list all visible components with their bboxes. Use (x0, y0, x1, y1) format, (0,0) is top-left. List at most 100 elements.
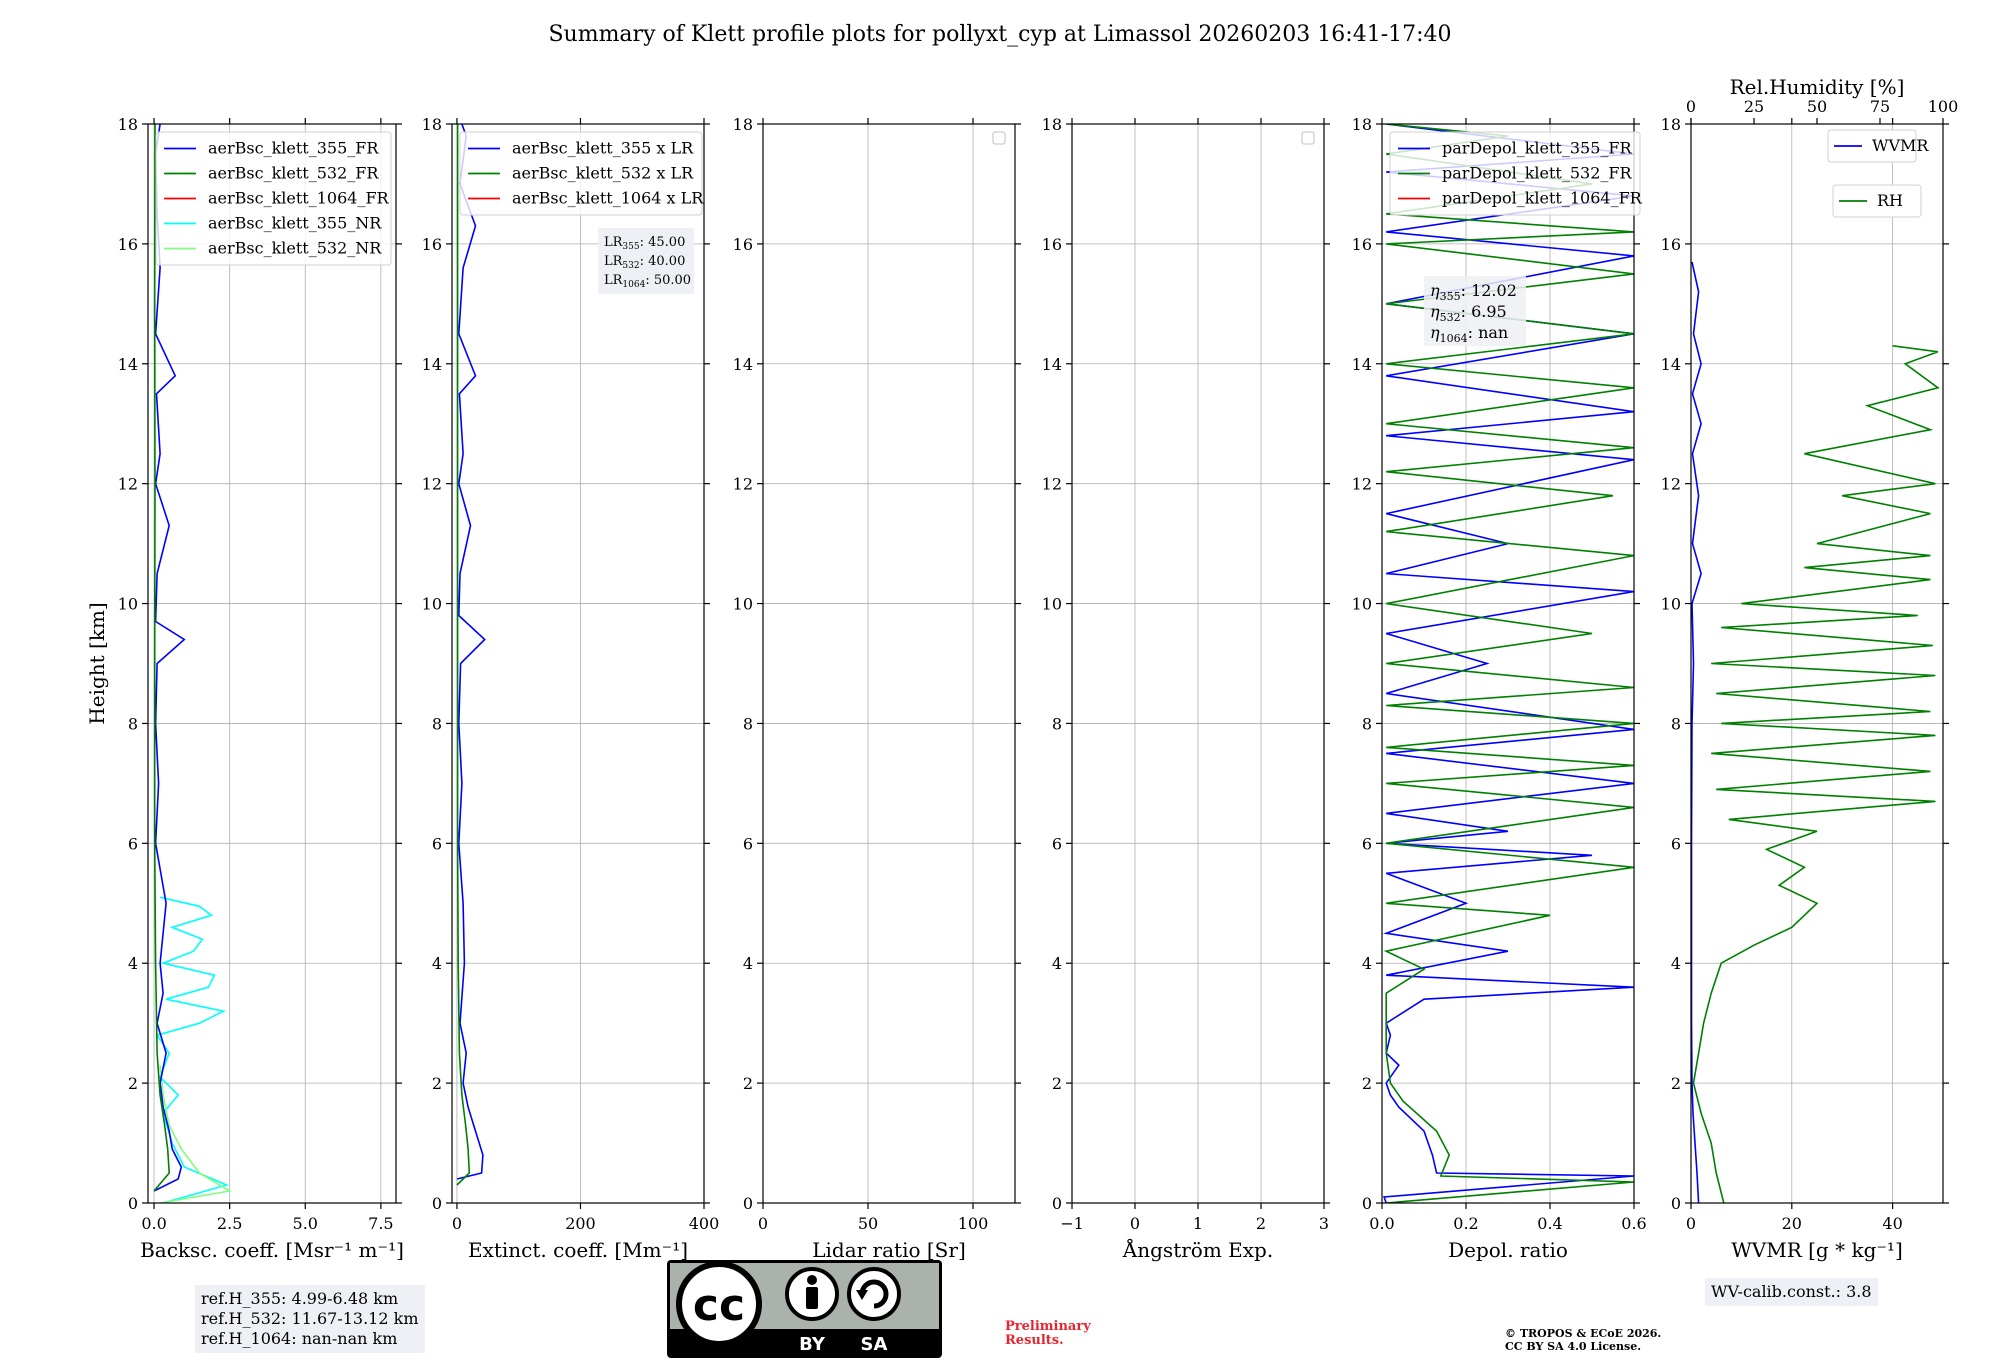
legend-label: aerBsc_klett_532_NR (208, 239, 382, 258)
ytick-label: 0 (432, 1194, 442, 1213)
ytick-label: 16 (1661, 235, 1681, 254)
series-parDepol_klett_532_FR (1383, 124, 1634, 1203)
ytick-label: 4 (1052, 954, 1062, 973)
xtick-label: 0.0 (141, 1214, 166, 1233)
wv-calib-box: WV-calib.const.: 3.8 (1705, 1278, 1878, 1306)
xtick-label: 2 (1256, 1214, 1266, 1233)
ytick-label: 10 (422, 595, 442, 614)
series-aerBsc_klett_532 x LR (456, 124, 471, 1186)
series-group (456, 124, 486, 1186)
legend-label: parDepol_klett_355_FR (1442, 139, 1633, 158)
top-tick-label: 75 (1870, 97, 1890, 116)
sa-share-icon (847, 1267, 901, 1321)
xtick-label: 40 (1882, 1214, 1902, 1233)
ytick-label: 8 (1362, 714, 1372, 733)
xtick-label: 0.6 (1621, 1214, 1646, 1233)
series-aerBsc_klett_532_NR (159, 1065, 232, 1203)
series-group (153, 124, 232, 1203)
copyright-note: © TROPOS & ECoE 2026. CC BY SA 4.0 Licen… (1505, 1327, 1661, 1353)
ref-height-532: ref.H_532: 11.67-13.12 km (201, 1309, 419, 1328)
xtick-label: 100 (958, 1214, 989, 1233)
xtick-label: 7.5 (368, 1214, 393, 1233)
ytick-label: 0 (743, 1194, 753, 1213)
panel-p6: 0 2 4 6 8 10 12 14 16 18 0 20 40 WVMR [g * kg⁻¹] 0 25 50… (1661, 75, 1959, 1262)
ytick-label: 8 (1671, 714, 1681, 733)
ytick-label: 2 (743, 1074, 753, 1093)
legend-label: aerBsc_klett_532_FR (208, 164, 379, 183)
ytick-label: 12 (1042, 475, 1062, 494)
ytick-label: 6 (1052, 834, 1062, 853)
ytick-label: 4 (743, 954, 753, 973)
lr-line: LR355: 45.00 (604, 235, 685, 252)
axes-frame (1381, 123, 1635, 1204)
xlabel: WVMR [g * kg⁻¹] (1731, 1238, 1903, 1262)
ytick-label: 8 (432, 714, 442, 733)
ytick-label: 6 (128, 834, 138, 853)
ytick-label: 0 (1052, 1194, 1062, 1213)
legend-label: aerBsc_klett_1064 x LR (512, 189, 704, 208)
xtick-label: 20 (1782, 1214, 1802, 1233)
empty-legend (1301, 131, 1315, 145)
xlabel: Backsc. coeff. [Msr⁻¹ m⁻¹] (140, 1238, 404, 1262)
xtick-label: 0 (1686, 1214, 1696, 1233)
ytick-label: 8 (128, 714, 138, 733)
lr-box-bg (598, 228, 694, 294)
legend-label: WVMR (1872, 136, 1929, 155)
cc-sa-label: SA (861, 1334, 888, 1355)
eta-box-bg (1424, 276, 1526, 346)
ytick-label: 16 (733, 235, 753, 254)
axes-frame (762, 123, 1016, 1204)
ytick-label: 18 (1042, 115, 1062, 134)
series-aerBsc_klett_355_FR (153, 124, 186, 1192)
ytick-label: 0 (128, 1194, 138, 1213)
ytick-label: 16 (118, 235, 138, 254)
ytick-label: 10 (1661, 595, 1681, 614)
series-WVMR (1691, 261, 1702, 1203)
axes-frame (451, 123, 705, 1204)
figure-title: Summary of Klett profile plots for polly… (548, 22, 1452, 47)
ytick-label: 14 (1042, 355, 1062, 374)
legend-box (1827, 129, 1917, 163)
xlabel: Lidar ratio [Sr] (812, 1238, 966, 1262)
ytick-label: 2 (1362, 1074, 1372, 1093)
ytick-label: 18 (733, 115, 753, 134)
xtick-label: 50 (858, 1214, 878, 1233)
xtick-label: 400 (689, 1214, 720, 1233)
eta-line: η355: 12.02 (1430, 281, 1517, 303)
ytick-label: 6 (1362, 834, 1372, 853)
panel-p3: 0 2 4 6 8 10 12 14 16 18 0 50 100 Lidar ratio [Sr] (733, 115, 1021, 1262)
legend-box (1389, 131, 1641, 216)
ytick-label: 12 (1661, 475, 1681, 494)
ytick-label: 14 (733, 355, 753, 374)
xtick-label: 1 (1193, 1214, 1203, 1233)
legend-box (459, 131, 703, 216)
ytick-label: 18 (118, 115, 138, 134)
ytick-label: 2 (1052, 1074, 1062, 1093)
ytick-label: 14 (1661, 355, 1681, 374)
ytick-label: 16 (1352, 235, 1372, 254)
ytick-label: 14 (422, 355, 442, 374)
preliminary-line2: Results. (1005, 1333, 1064, 1348)
axes-frame (1690, 123, 1944, 1204)
legend: aerBsc_klett_355_FR aerBsc_klett_532_FRae… (155, 131, 392, 266)
xlabel: Depol. ratio (1448, 1238, 1568, 1262)
xtick-label: −1 (1060, 1214, 1084, 1233)
ref-height-355: ref.H_355: 4.99-6.48 km (201, 1289, 399, 1308)
xtick-label: 5.0 (293, 1214, 318, 1233)
panel-p1: 0 2 4 6 8 10 12 14 16 18 0.0 2.5 5.0 7.5 Backsc. coeff… (85, 115, 404, 1262)
xtick-label: 0 (1130, 1214, 1140, 1233)
top-tick-label: 0 (1686, 97, 1696, 116)
top-tick-label: 100 (1928, 97, 1959, 116)
ytick-label: 12 (1352, 475, 1372, 494)
ytick-label: 18 (1661, 115, 1681, 134)
series-group (1383, 124, 1634, 1203)
panel-p5: 0 2 4 6 8 10 12 14 16 18 0.0 0.2 0.4 0.6 Depol. ratio p… (1352, 115, 1647, 1262)
cc-by-sa-badge: cc BY SA (667, 1260, 942, 1358)
xtick-label: 200 (565, 1214, 596, 1233)
series-group (1691, 261, 1940, 1203)
xtick-label: 2.5 (217, 1214, 242, 1233)
ytick-label: 18 (422, 115, 442, 134)
